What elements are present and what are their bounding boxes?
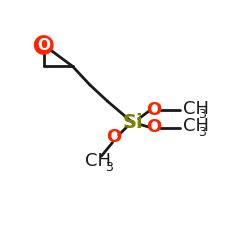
Text: 3: 3 [198, 126, 206, 138]
Text: 3: 3 [105, 161, 113, 174]
Text: Si: Si [122, 113, 143, 132]
Text: CH: CH [84, 152, 110, 170]
Text: O: O [37, 38, 50, 52]
Text: CH: CH [183, 100, 209, 118]
Text: 3: 3 [198, 108, 206, 121]
Text: O: O [146, 118, 162, 136]
Text: O: O [106, 128, 122, 146]
Text: CH: CH [183, 117, 209, 135]
Text: O: O [146, 101, 162, 119]
Text: O: O [36, 36, 52, 54]
